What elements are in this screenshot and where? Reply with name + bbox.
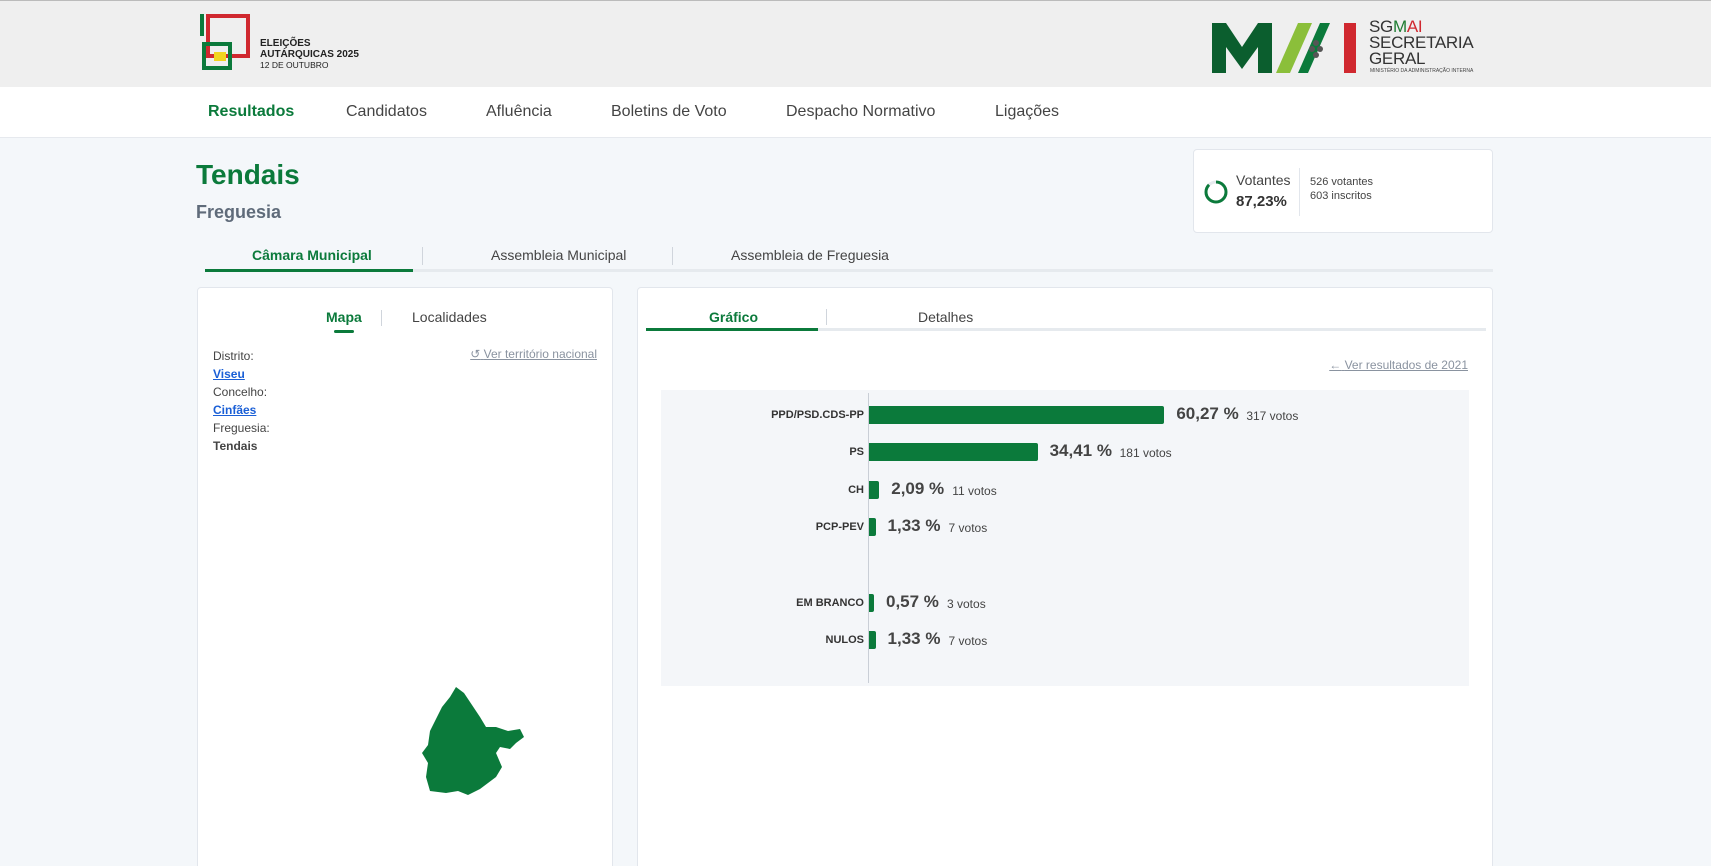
results-tabs: Gráfico Detalhes	[646, 288, 1486, 331]
elections-logo-text: ELEIÇÕES AUTÁRQUICAS 2025 12 DE OUTUBRO	[260, 38, 359, 70]
ver-territorio-link[interactable]: ↺ Ver território nacional	[470, 347, 597, 361]
active-tab-underline	[334, 330, 354, 333]
elections-logo[interactable]: ELEIÇÕES AUTÁRQUICAS 2025 12 DE OUTUBRO	[200, 14, 370, 74]
ver-2021-link[interactable]: ← Ver resultados de 2021	[1329, 358, 1468, 372]
chart-row: EM BRANCO 0,57 % 3 votos	[661, 592, 1461, 613]
ministry-text: MINISTÉRIO DA ADMINISTRAÇÃO INTERNA	[1370, 68, 1474, 74]
chart-bar[interactable]	[869, 481, 880, 499]
chart-bar[interactable]	[869, 631, 876, 649]
chart-row: NULOS 1,33 % 7 votos	[661, 629, 1461, 650]
results-bar-chart: PPD/PSD.CDS-PP 60,27 % 317 votos PS 34,41 % 1…	[661, 390, 1469, 686]
votantes-divider	[1299, 168, 1300, 216]
chart-percent-label: 60,27 %	[1176, 404, 1239, 423]
tab-localidades[interactable]: Localidades	[412, 309, 487, 325]
chart-percent-label: 1,33 %	[887, 629, 941, 648]
chart-category-label: PS	[849, 446, 864, 458]
chart-category-label: PPD/PSD.CDS-PP	[771, 409, 864, 421]
chart-percent-label: 34,41 %	[1049, 441, 1112, 460]
map-panel: Mapa Localidades ↺ Ver território nacion…	[197, 287, 613, 866]
chart-bar[interactable]	[869, 518, 876, 536]
election-tabs: Câmara Municipal Assembleia Municipal As…	[205, 244, 1493, 272]
inscritos-count: 603 inscritos	[1310, 190, 1372, 202]
chart-category-label: CH	[848, 484, 864, 496]
concelho-label: Concelho:	[213, 385, 268, 399]
concelho-link[interactable]: Cinfães	[213, 403, 257, 417]
tab-assembleia-freguesia[interactable]: Assembleia de Freguesia	[731, 247, 889, 263]
nav-item-afluencia[interactable]: Afluência	[486, 103, 552, 120]
chart-votes-label: 11 votos	[952, 484, 997, 498]
arrow-left-icon: ←	[1329, 358, 1342, 372]
nav-item-resultados[interactable]: Resultados	[208, 103, 295, 120]
tab-mapa[interactable]: Mapa	[326, 309, 362, 325]
chart-votes-label: 181 votos	[1119, 446, 1172, 460]
tab-grafico[interactable]: Gráfico	[709, 309, 759, 325]
votantes-count: 526 votantes	[1310, 176, 1373, 188]
chart-row: CH 2,09 % 11 votos	[661, 479, 1461, 500]
nav-item-ligacoes[interactable]: Ligações	[995, 103, 1060, 120]
tab-divider	[381, 310, 382, 326]
tab-detalhes[interactable]: Detalhes	[918, 309, 974, 325]
sgmai-text: SGMAI SECRETARIA GERAL	[1369, 17, 1474, 68]
votantes-label: Votantes	[1236, 172, 1291, 188]
chart-axis-line	[868, 393, 869, 683]
chart-row: PS 34,41 % 181 votos	[661, 441, 1461, 462]
elections-logo-icon	[200, 14, 250, 70]
chart-row: PCP-PEV 1,33 % 7 votos	[661, 516, 1461, 537]
tab-divider	[422, 247, 423, 265]
tab-camara-municipal[interactable]: Câmara Municipal	[252, 247, 372, 263]
chart-bar[interactable]	[869, 406, 1165, 424]
chart-percent-label: 2,09 %	[891, 479, 945, 498]
votantes-card: Votantes 87,23% 526 votantes 603 inscrit…	[1193, 149, 1493, 233]
chart-percent-label: 1,33 %	[887, 516, 941, 535]
nav-item-boletins[interactable]: Boletins de Voto	[611, 103, 727, 120]
results-panel: Gráfico Detalhes ← Ver resultados de 202…	[637, 287, 1493, 866]
tab-divider	[672, 247, 673, 265]
page-subtitle: Freguesia	[196, 202, 282, 222]
chart-votes-label: 7 votos	[948, 634, 988, 648]
chart-votes-label: 317 votos	[1246, 409, 1299, 423]
top-header: ELEIÇÕES AUTÁRQUICAS 2025 12 DE OUTUBRO …	[0, 0, 1711, 87]
chart-category-label: EM BRANCO	[796, 597, 864, 609]
mai-logo-icon	[1212, 23, 1356, 73]
chart-bar[interactable]	[869, 594, 874, 612]
active-tab-underline	[205, 269, 413, 272]
votantes-percent: 87,23%	[1236, 193, 1287, 210]
chart-bar[interactable]	[869, 443, 1038, 461]
freguesia-map-shape[interactable]	[416, 683, 531, 798]
location-info: Distrito: Viseu Concelho: Cinfães Fregue…	[213, 347, 270, 455]
chart-percent-label: 0,57 %	[886, 592, 939, 611]
tab-divider	[826, 309, 827, 325]
nav-item-candidatos[interactable]: Candidatos	[346, 103, 427, 120]
freguesia-label: Freguesia:	[213, 421, 270, 435]
freguesia-value: Tendais	[213, 439, 258, 453]
sgmai-logo[interactable]: SGMAI SECRETARIA GERAL MINISTÉRIO DA ADM…	[1212, 15, 1497, 77]
page-title: Tendais	[196, 159, 300, 190]
chart-category-label: PCP-PEV	[815, 521, 864, 533]
undo-icon: ↺	[470, 347, 481, 361]
chart-row: PPD/PSD.CDS-PP 60,27 % 317 votos	[661, 404, 1461, 425]
nav-item-despacho[interactable]: Despacho Normativo	[786, 103, 936, 120]
turnout-ring-icon	[1204, 180, 1228, 204]
distrito-link[interactable]: Viseu	[213, 367, 245, 381]
main-nav: Resultados Candidatos Afluência Boletins…	[0, 87, 1711, 138]
distrito-label: Distrito:	[213, 349, 254, 363]
tab-assembleia-municipal[interactable]: Assembleia Municipal	[491, 247, 627, 263]
chart-votes-label: 3 votos	[947, 597, 986, 611]
chart-votes-label: 7 votos	[948, 521, 988, 535]
active-tab-underline	[646, 328, 818, 331]
chart-category-label: NULOS	[825, 634, 865, 646]
